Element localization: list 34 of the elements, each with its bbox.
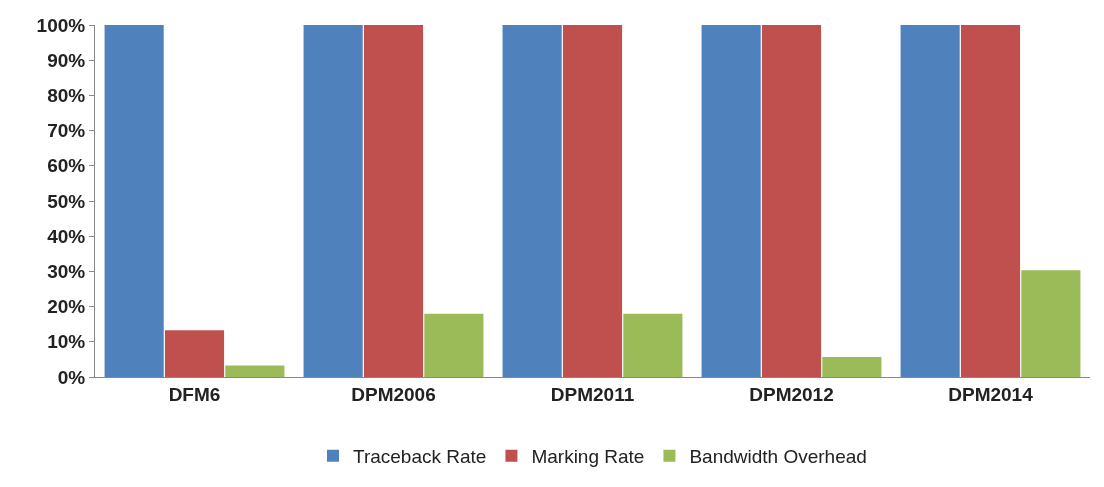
x-tick-label: DPM2014 <box>948 383 1034 405</box>
bar <box>623 313 683 377</box>
bar <box>1021 270 1081 377</box>
y-tick-label: 0% <box>57 366 86 388</box>
legend-label: Bandwidth Overhead <box>689 446 867 468</box>
y-tick-label: 70% <box>47 120 86 142</box>
bar <box>900 25 960 377</box>
bar <box>303 25 363 377</box>
bar <box>562 25 623 377</box>
bar <box>225 365 285 377</box>
bar <box>502 25 562 377</box>
y-tick-label: 100% <box>36 14 86 36</box>
legend-label: Marking Rate <box>531 446 645 468</box>
bar <box>164 330 225 377</box>
x-tick-label: DFM6 <box>168 383 221 405</box>
y-tick-label: 10% <box>47 331 86 353</box>
y-tick-label: 60% <box>47 155 86 177</box>
bar <box>104 25 164 377</box>
x-tick-label: DPM2011 <box>550 383 635 405</box>
y-tick-label: 20% <box>47 296 86 318</box>
x-tick-label: DPM2012 <box>749 383 834 405</box>
bar <box>363 25 424 377</box>
bar <box>822 356 882 377</box>
bar <box>960 25 1021 377</box>
y-tick-label: 90% <box>47 49 86 71</box>
bar <box>424 313 484 377</box>
y-tick-label: 80% <box>47 85 86 107</box>
y-tick-label: 40% <box>47 225 86 247</box>
y-tick-label: 50% <box>47 190 86 212</box>
bar <box>761 25 822 377</box>
y-tick-label: 30% <box>47 261 86 283</box>
x-tick-label: DPM2006 <box>351 383 436 405</box>
bar <box>701 25 761 377</box>
legend-label: Traceback Rate <box>353 446 487 468</box>
